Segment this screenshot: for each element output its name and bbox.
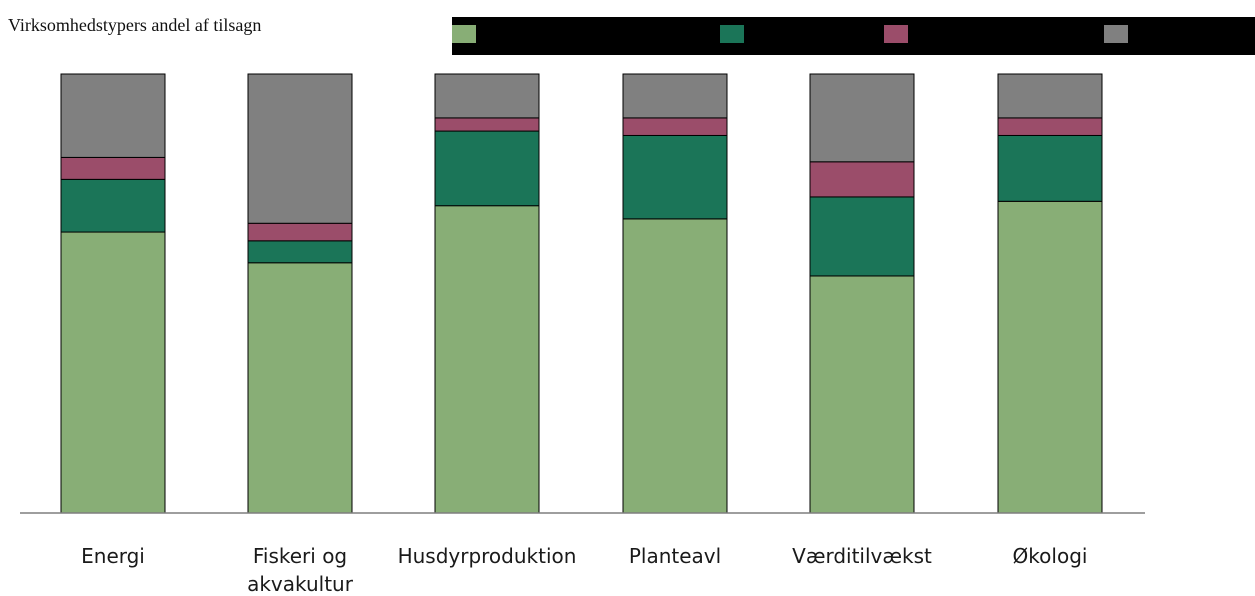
bar-segment-4-3 bbox=[809, 73, 915, 163]
bar-segment-1-2 bbox=[247, 222, 353, 242]
bar-segment-0-1 bbox=[60, 178, 166, 233]
x-tick-label-1-1: akvakultur bbox=[247, 572, 354, 596]
x-tick-label-1-0: Fiskeri og bbox=[253, 544, 347, 568]
bar-segment-0-0 bbox=[60, 231, 166, 514]
bar-segment-1-1 bbox=[247, 240, 353, 264]
bar-segment-3-3 bbox=[622, 73, 728, 119]
legend bbox=[452, 17, 1255, 55]
legend-swatch-2 bbox=[884, 25, 908, 43]
bar-segment-4-0 bbox=[809, 275, 915, 514]
x-tick-label-4-0: Værditilvækst bbox=[792, 544, 932, 568]
bar-segment-2-2 bbox=[434, 117, 540, 132]
bar-segment-3-1 bbox=[622, 134, 728, 220]
bar-segment-2-0 bbox=[434, 205, 540, 514]
bar-segment-5-0 bbox=[997, 200, 1103, 514]
x-tick-label-2-0: Husdyrproduktion bbox=[398, 544, 577, 568]
x-tick-label-3-0: Planteavl bbox=[629, 544, 721, 568]
bar-segment-4-2 bbox=[809, 161, 915, 198]
x-tick-label-5-0: Økologi bbox=[1013, 544, 1088, 568]
bar-segment-3-2 bbox=[622, 117, 728, 136]
bar-segment-5-2 bbox=[997, 117, 1103, 136]
bar-segment-4-1 bbox=[809, 196, 915, 277]
bar-segment-2-1 bbox=[434, 130, 540, 207]
legend-swatch-1 bbox=[720, 25, 744, 43]
bar-segment-5-3 bbox=[997, 73, 1103, 119]
bar-segment-2-3 bbox=[434, 73, 540, 119]
bar-segment-1-3 bbox=[247, 73, 353, 224]
legend-swatch-0 bbox=[452, 25, 476, 43]
chart-title: Virksomhedstypers andel af tilsagn bbox=[8, 15, 262, 35]
bar-segment-3-0 bbox=[622, 218, 728, 514]
bar-segment-1-0 bbox=[247, 262, 353, 514]
bar-segment-0-3 bbox=[60, 73, 166, 158]
x-tick-label-0-0: Energi bbox=[81, 544, 145, 568]
bar-segment-5-1 bbox=[997, 134, 1103, 202]
bar-segment-0-2 bbox=[60, 156, 166, 180]
legend-swatch-3 bbox=[1104, 25, 1128, 43]
